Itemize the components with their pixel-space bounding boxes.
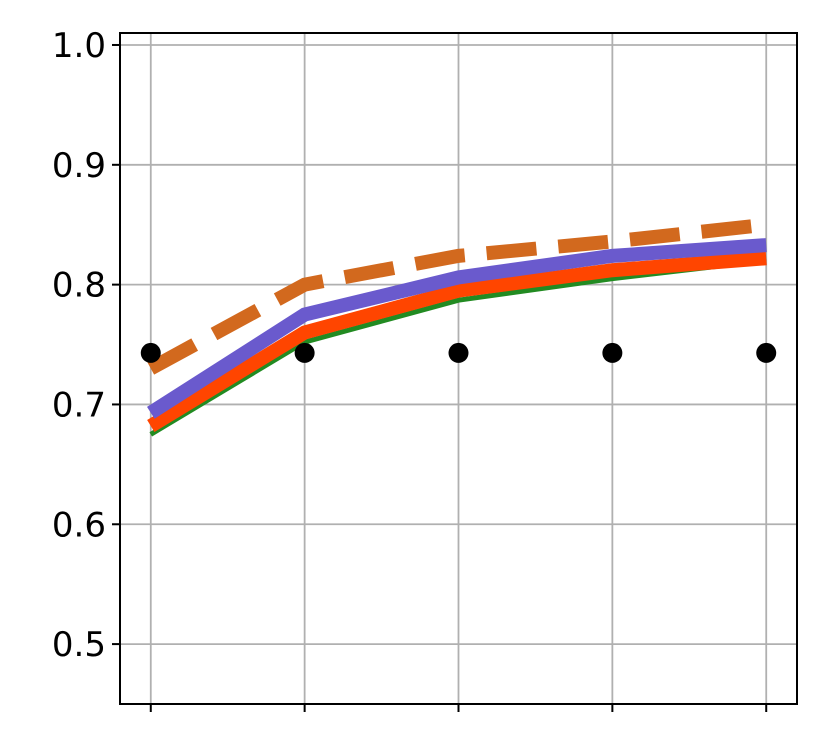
- series-5-point: [756, 342, 777, 363]
- y-tick-label: 0.6: [52, 505, 106, 545]
- y-tick-label: 1.0: [52, 26, 106, 66]
- series-5-point: [294, 342, 315, 363]
- tick-marks: [112, 43, 768, 712]
- series-layer: [140, 217, 777, 437]
- series-5-point: [448, 342, 469, 363]
- y-tick-label: 0.7: [52, 385, 106, 425]
- y-tick-label: 0.5: [52, 625, 106, 665]
- series-4-line: [147, 217, 767, 375]
- series-2-line: [147, 251, 767, 432]
- series-5-point: [140, 342, 161, 363]
- series-5-point: [602, 342, 623, 363]
- y-tick-label: 0.8: [52, 266, 106, 306]
- series-3-line: [147, 238, 767, 419]
- y-tick-label: 0.9: [52, 146, 106, 186]
- y-tick-labels: 0.5 0.6 0.7 0.8 0.9 1.0: [52, 26, 106, 665]
